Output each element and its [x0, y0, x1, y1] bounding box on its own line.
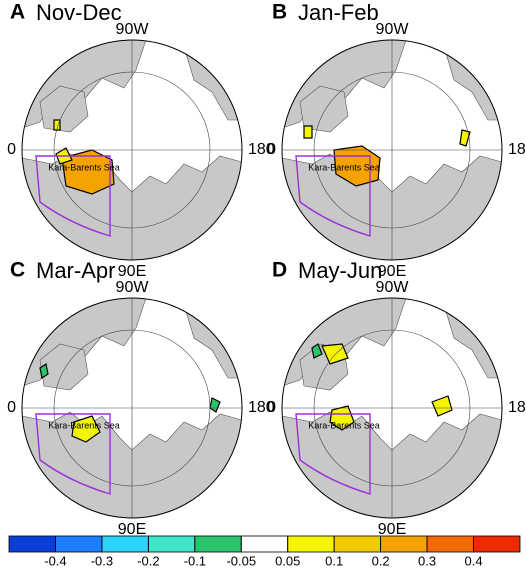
- map-border: [21, 297, 243, 519]
- region-box: [35, 155, 111, 237]
- colorbar-tick-label: 0.2: [372, 553, 390, 568]
- panel-title: Jan-Feb: [298, 0, 379, 25]
- map-border: [281, 297, 503, 519]
- anomaly-area: [311, 343, 323, 359]
- anomaly-area: [303, 125, 313, 139]
- colorbar-box: [8, 535, 56, 553]
- map-panel: Kara-Barents Sea 90W 90E 0 180: [267, 279, 526, 538]
- colorbar-tick-label: -0.05: [226, 553, 256, 568]
- region-label: Kara-Barents Sea: [308, 162, 380, 172]
- label-top: 90W: [116, 279, 150, 296]
- colorbar-box: [287, 535, 335, 553]
- panel-letter: A: [10, 1, 25, 24]
- label-top: 90W: [376, 21, 410, 38]
- label-bottom: 90E: [378, 521, 406, 538]
- colorbar-tick-label: 0.4: [465, 553, 483, 568]
- colorbar: -0.4 -0.3 -0.2 -0.1 -0.05 0.05 0.1 0.2 0.3 0.4: [8, 535, 521, 568]
- map-border: [281, 39, 503, 261]
- label-right: 180: [248, 399, 275, 416]
- label-bottom: 90E: [118, 263, 146, 280]
- map-panel: Kara-Barents Sea 90W 90E 0 180: [267, 21, 526, 280]
- colorbar-tick-label: -0.3: [91, 553, 113, 568]
- colorbar-box: [426, 535, 474, 553]
- colorbar-box: [333, 535, 382, 553]
- region-box: [295, 155, 371, 237]
- label-bottom: 90E: [378, 263, 406, 280]
- panel-letter: D: [272, 259, 287, 282]
- colorbar-tick-label: -0.4: [44, 553, 66, 568]
- colorbar-tick-label: -0.2: [137, 553, 159, 568]
- label-top: 90W: [116, 21, 150, 38]
- region-box: [295, 413, 371, 495]
- anomaly-area: [321, 343, 349, 365]
- panel-title: Mar-Apr: [36, 258, 115, 283]
- label-bottom: 90E: [118, 521, 146, 538]
- label-right: 180: [248, 141, 275, 158]
- region-label: Kara-Barents Sea: [308, 420, 380, 430]
- colorbar-box: [473, 535, 521, 553]
- colorbar-box: [194, 535, 242, 553]
- colorbar-box: [55, 535, 103, 553]
- region-label: Kara-Barents Sea: [48, 162, 120, 172]
- region-label: Kara-Barents Sea: [48, 420, 120, 430]
- anomaly-area: [329, 405, 355, 431]
- anomaly-area: [459, 129, 471, 147]
- colorbar-tick-label: -0.1: [184, 553, 206, 568]
- region-box: [35, 413, 111, 495]
- panel-letter: C: [10, 259, 25, 282]
- anomaly-area: [53, 119, 61, 131]
- colorbar-tick-label: 0.05: [275, 553, 300, 568]
- colorbar-tick-label: 0.1: [325, 553, 343, 568]
- panel-title: May-Jun: [298, 258, 382, 283]
- panel-letter: B: [272, 1, 287, 24]
- label-left: 0: [267, 399, 276, 416]
- colorbar-box: [147, 535, 196, 553]
- map-border: [21, 39, 243, 261]
- label-left: 0: [7, 399, 16, 416]
- colorbar-tick-label: 0.3: [418, 553, 436, 568]
- anomaly-area: [209, 397, 221, 413]
- anomaly-area: [39, 363, 49, 379]
- label-right: 180: [508, 141, 526, 158]
- label-right: 180: [508, 399, 526, 416]
- colorbar-box: [380, 535, 428, 553]
- anomaly-area: [431, 395, 453, 417]
- label-left: 0: [267, 141, 276, 158]
- label-top: 90W: [376, 279, 410, 296]
- label-left: 0: [7, 141, 16, 158]
- colorbar-box: [101, 535, 149, 553]
- panel-title: Nov-Dec: [36, 0, 122, 25]
- colorbar-box: [240, 535, 289, 553]
- anomaly-area: [71, 415, 101, 443]
